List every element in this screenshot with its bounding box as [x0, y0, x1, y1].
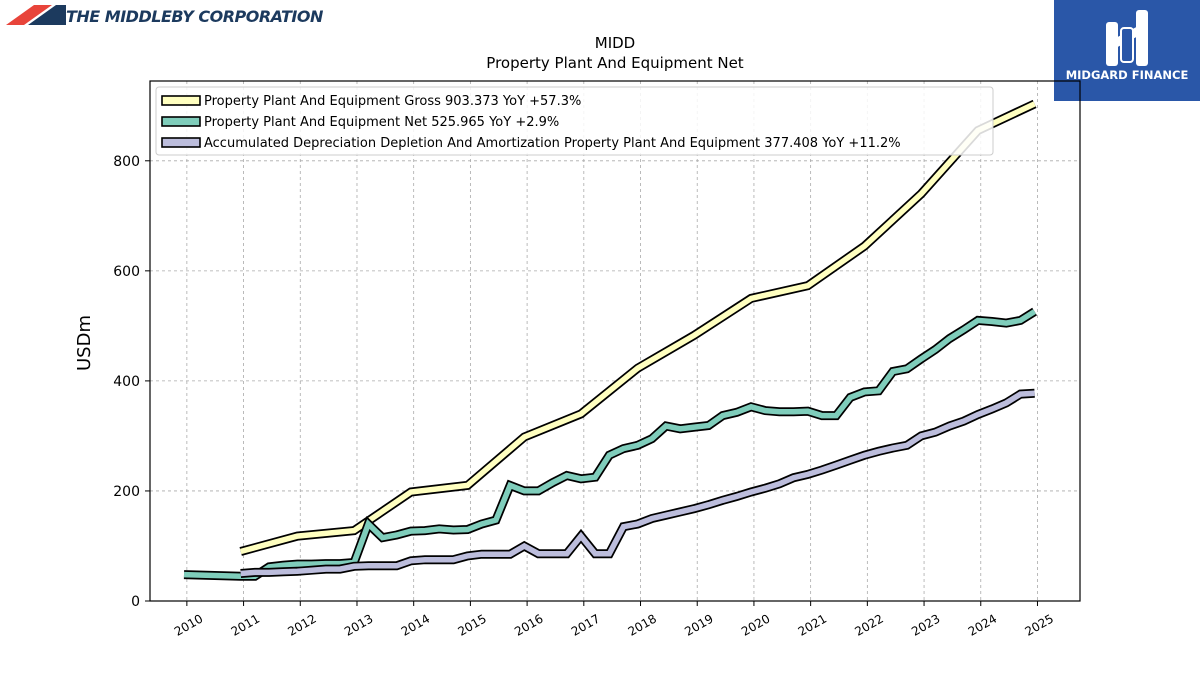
x-tick-label: 2014	[399, 611, 432, 638]
company-logo-icon	[6, 5, 66, 25]
y-tick-label: 0	[131, 594, 140, 610]
company-logo: THE MIDDLEBY CORPORATION	[6, 5, 323, 29]
legend-label-2: Property Plant And Equipment Net 525.965…	[204, 115, 559, 130]
chart-title: MIDD	[595, 34, 635, 52]
x-tick-label: 2010	[172, 611, 205, 638]
x-tick-label: 2021	[796, 611, 829, 638]
x-tick-label: 2024	[966, 611, 999, 638]
legend-label-3: Accumulated Depreciation Depletion And A…	[204, 136, 901, 151]
series-line-outline-1	[239, 99, 1037, 556]
plot-frame	[149, 80, 1081, 602]
x-tick-label: 2011	[229, 611, 262, 638]
x-tick-label: 2016	[512, 611, 545, 638]
y-tick-label: 200	[113, 484, 140, 500]
x-tick-label: 2022	[852, 611, 885, 638]
company-name: THE MIDDLEBY CORPORATION	[66, 7, 323, 26]
x-tick-label: 2020	[739, 611, 772, 638]
series-line-2	[183, 309, 1037, 579]
brand-logo: MIDGARD FINANCE	[1054, 0, 1200, 101]
chart-subtitle: Property Plant And Equipment Net	[486, 54, 743, 72]
legend-swatch-1	[161, 95, 201, 106]
legend-label-1: Property Plant And Equipment Gross 903.3…	[204, 94, 581, 109]
x-tick-label: 2012	[285, 611, 318, 638]
x-tick-label: 2017	[569, 611, 602, 638]
legend-swatch-3	[161, 137, 201, 148]
x-tick-label: 2023	[909, 611, 942, 638]
legend: Property Plant And Equipment Gross 903.3…	[155, 86, 994, 156]
x-tick-label: 2025	[1023, 611, 1056, 638]
y-tick-label: 400	[113, 374, 140, 390]
series-lines	[183, 99, 1037, 581]
series-line-1	[239, 101, 1036, 555]
y-axis-label: USDm	[74, 315, 95, 371]
y-tick-label: 600	[113, 264, 140, 280]
brand-name: MIDGARD FINANCE	[1065, 68, 1189, 82]
legend-swatch-2	[161, 116, 201, 127]
grid	[150, 81, 1080, 601]
legend-box	[155, 86, 994, 156]
y-tick-label: 800	[113, 154, 140, 170]
x-tick-label: 2015	[455, 611, 488, 638]
x-tick-label: 2018	[626, 611, 659, 638]
x-tick-label: 2013	[342, 611, 375, 638]
brand-logo-icon	[1106, 10, 1148, 66]
x-tick-label: 2019	[682, 611, 715, 638]
series-line-3	[240, 390, 1035, 577]
